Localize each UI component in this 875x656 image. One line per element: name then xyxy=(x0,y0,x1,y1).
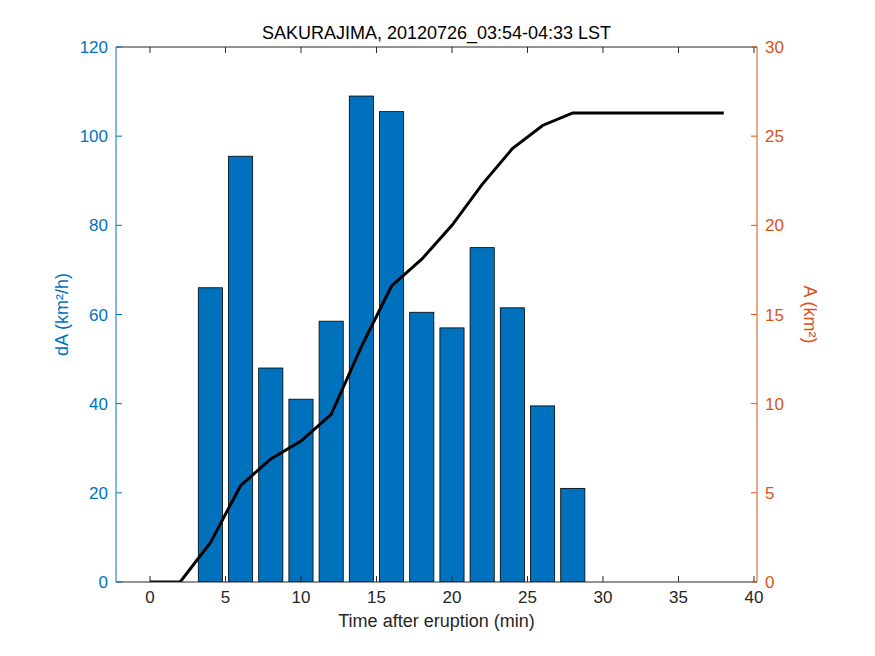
y2-tick-label: 25 xyxy=(765,127,784,146)
y2-tick xyxy=(751,582,757,583)
x-tick xyxy=(602,576,603,582)
y2-tick-label: 0 xyxy=(765,573,774,592)
y2-tick-label: 10 xyxy=(765,395,784,414)
x-tick-label: 15 xyxy=(367,588,386,607)
bar xyxy=(500,308,524,582)
x-tick xyxy=(225,576,226,582)
title: SAKURAJIMA, 20120726_03:54-04:33 LST xyxy=(262,23,611,44)
y-tick xyxy=(116,492,122,493)
x-tick xyxy=(149,576,150,582)
x-tick-label: 0 xyxy=(145,588,154,607)
x-tick-top xyxy=(376,47,377,53)
y2-tick xyxy=(751,403,757,404)
bar xyxy=(410,312,434,582)
bar xyxy=(228,156,252,582)
x-tick-label: 5 xyxy=(221,588,230,607)
x-tick-label: 10 xyxy=(292,588,311,607)
y-tick-label: 0 xyxy=(99,573,108,592)
chart: 0510152025303540020406080100120051015202… xyxy=(0,0,875,656)
bar xyxy=(530,406,554,582)
x-tick-top xyxy=(527,47,528,53)
bar xyxy=(440,328,464,582)
x-label: Time after eruption (min) xyxy=(338,611,534,631)
y2-tick xyxy=(751,492,757,493)
bar xyxy=(289,399,313,582)
x-tick xyxy=(376,576,377,582)
y-label: dA (km²/h) xyxy=(52,273,72,356)
x-tick-label: 30 xyxy=(594,588,613,607)
bar xyxy=(319,321,343,582)
x-tick-label: 20 xyxy=(443,588,462,607)
bar xyxy=(470,248,494,582)
top-frame xyxy=(116,47,757,48)
y-tick-label: 40 xyxy=(89,395,108,414)
y2-label: A (km²) xyxy=(800,286,820,344)
y-tick xyxy=(116,314,122,315)
bar xyxy=(259,368,283,582)
bar xyxy=(561,488,585,582)
x-tick-top xyxy=(678,47,679,53)
y-tick xyxy=(116,403,122,404)
plot-marks xyxy=(150,96,724,582)
y2-tick-label: 30 xyxy=(765,38,784,57)
y-tick-label: 60 xyxy=(89,306,108,325)
y-tick xyxy=(116,136,122,137)
y2-tick xyxy=(751,47,757,48)
y2-tick xyxy=(751,136,757,137)
y-tick xyxy=(116,582,122,583)
x-tick-label: 25 xyxy=(518,588,537,607)
x-tick-label: 35 xyxy=(669,588,688,607)
y-tick-label: 80 xyxy=(89,216,108,235)
bar xyxy=(379,112,403,582)
bar xyxy=(349,96,373,582)
x-tick-top xyxy=(753,47,754,53)
y-tick-label: 120 xyxy=(80,38,108,57)
y-tick xyxy=(116,225,122,226)
x-axis xyxy=(116,582,757,583)
x-tick xyxy=(300,576,301,582)
x-tick xyxy=(678,576,679,582)
x-tick-top xyxy=(300,47,301,53)
bar xyxy=(198,288,222,582)
x-tick-top xyxy=(149,47,150,53)
y2-tick-label: 15 xyxy=(765,306,784,325)
x-tick-top xyxy=(225,47,226,53)
x-tick-top xyxy=(602,47,603,53)
plot-background xyxy=(116,47,757,582)
y2-tick-label: 5 xyxy=(765,484,774,503)
line xyxy=(150,113,724,582)
y-tick-label: 20 xyxy=(89,484,108,503)
x-tick xyxy=(451,576,452,582)
x-tick xyxy=(527,576,528,582)
x-tick-label: 40 xyxy=(745,588,764,607)
y-tick xyxy=(116,47,122,48)
y-tick-label: 100 xyxy=(80,127,108,146)
y2-tick xyxy=(751,225,757,226)
y2-tick xyxy=(751,314,757,315)
x-tick-top xyxy=(451,47,452,53)
x-tick xyxy=(753,576,754,582)
y2-tick-label: 20 xyxy=(765,216,784,235)
